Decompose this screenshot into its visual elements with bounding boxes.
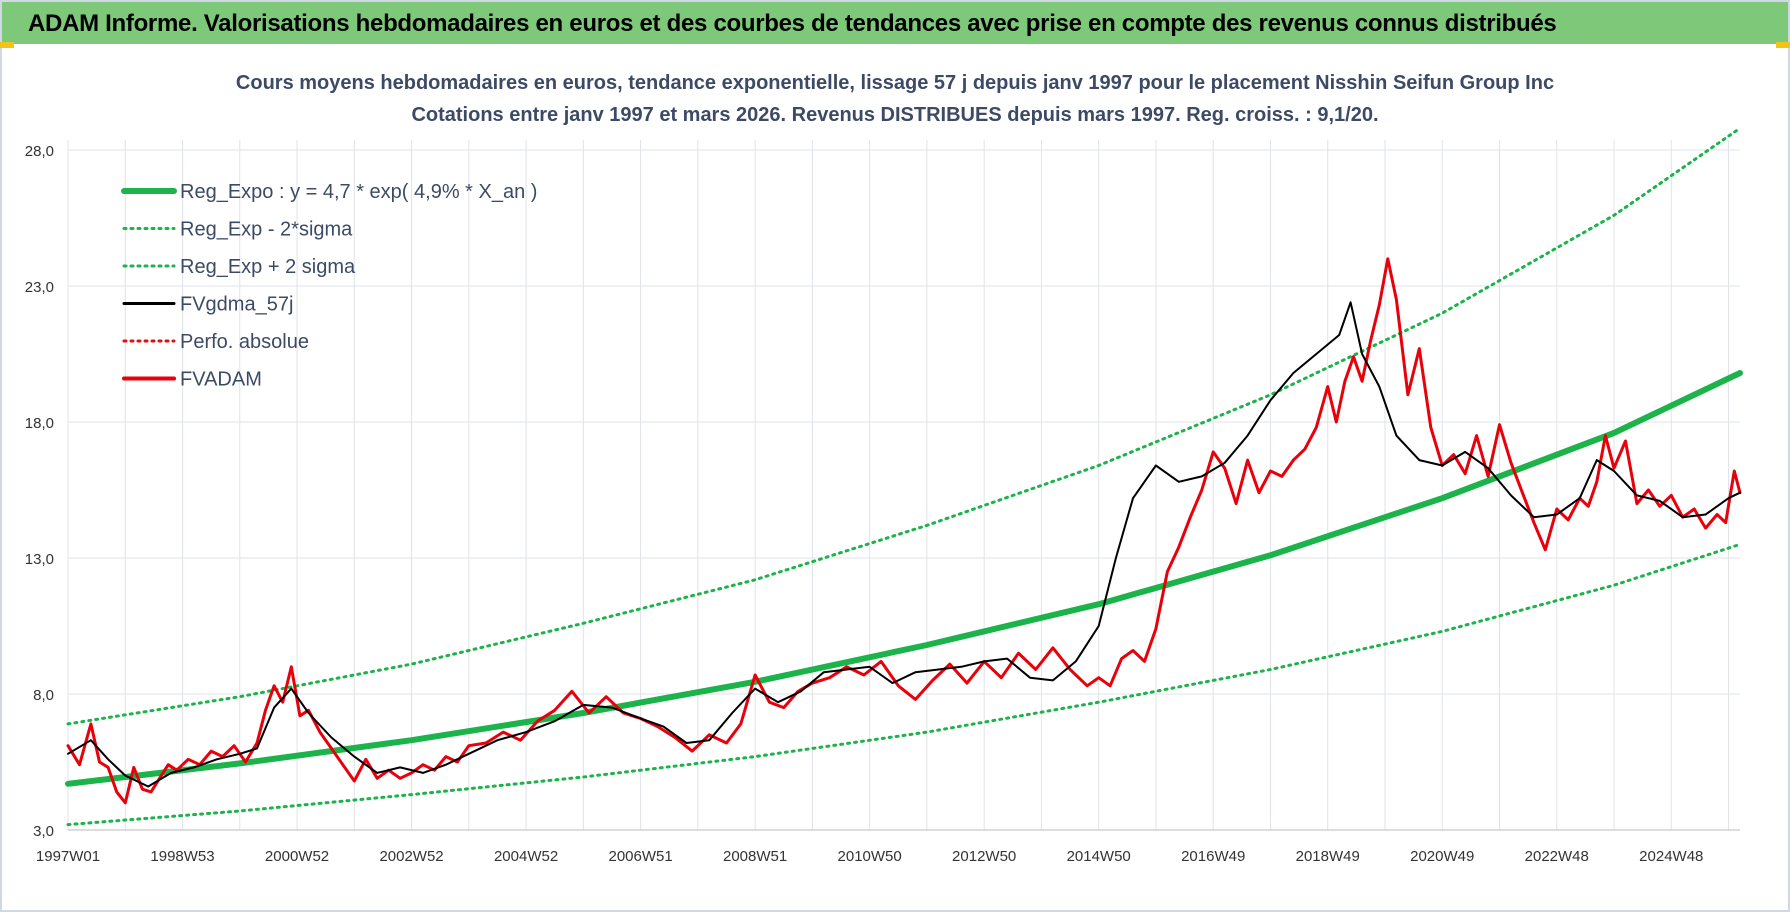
legend-entry: Reg_Exp + 2 sigma [180,256,356,278]
legend-entry: Reg_Exp - 2*sigma [180,219,353,241]
corner-accent [1776,42,1790,48]
corner-accent [0,42,14,48]
x-tick-label: 2024W48 [1639,848,1703,865]
x-tick-label: 2018W49 [1296,848,1360,865]
x-tick-label: 1997W01 [36,848,100,865]
legend-entry: FVADAM [180,369,262,391]
legend-entry: FVgdma_57j [180,294,293,316]
x-tick-label: 2000W52 [265,848,329,865]
chart-subtitle: Cotations entre janv 1997 et mars 2026. … [411,104,1379,126]
legend-entry: Perfo. absolue [180,331,309,353]
legend-entry: Reg_Expo : y = 4,7 * exp( 4,9% * X_an ) [180,181,537,203]
x-tick-label: 2016W49 [1181,848,1245,865]
x-tick-label: 2006W51 [608,848,672,865]
y-tick-label: 18,0 [25,415,54,432]
x-tick-label: 2002W52 [379,848,443,865]
x-tick-label: 1998W53 [150,848,214,865]
chart-title: Cours moyens hebdomadaires en euros, ten… [235,72,1555,94]
series-line-2 [66,126,1742,726]
y-tick-label: 8,0 [33,687,54,704]
header-banner: ADAM Informe. Valorisations hebdomadaire… [2,2,1788,44]
x-tick-label: 2004W52 [494,848,558,865]
series-line-0 [65,370,1743,787]
series-line-1 [66,542,1742,827]
report-title: ADAM Informe. Valorisations hebdomadaire… [28,10,1557,37]
y-tick-label: 23,0 [25,279,54,296]
series-line-3 [67,301,1741,788]
y-tick-label: 13,0 [25,551,54,568]
y-tick-label: 28,0 [25,143,54,160]
x-tick-label: 2014W50 [1067,848,1131,865]
x-tick-label: 2010W50 [838,848,902,865]
series-line-5 [66,257,1742,805]
x-tick-label: 2022W48 [1525,848,1589,865]
x-tick-label: 2020W49 [1410,848,1474,865]
x-tick-label: 2012W50 [952,848,1016,865]
x-tick-label: 2008W51 [723,848,787,865]
y-tick-label: 3,0 [33,823,54,840]
